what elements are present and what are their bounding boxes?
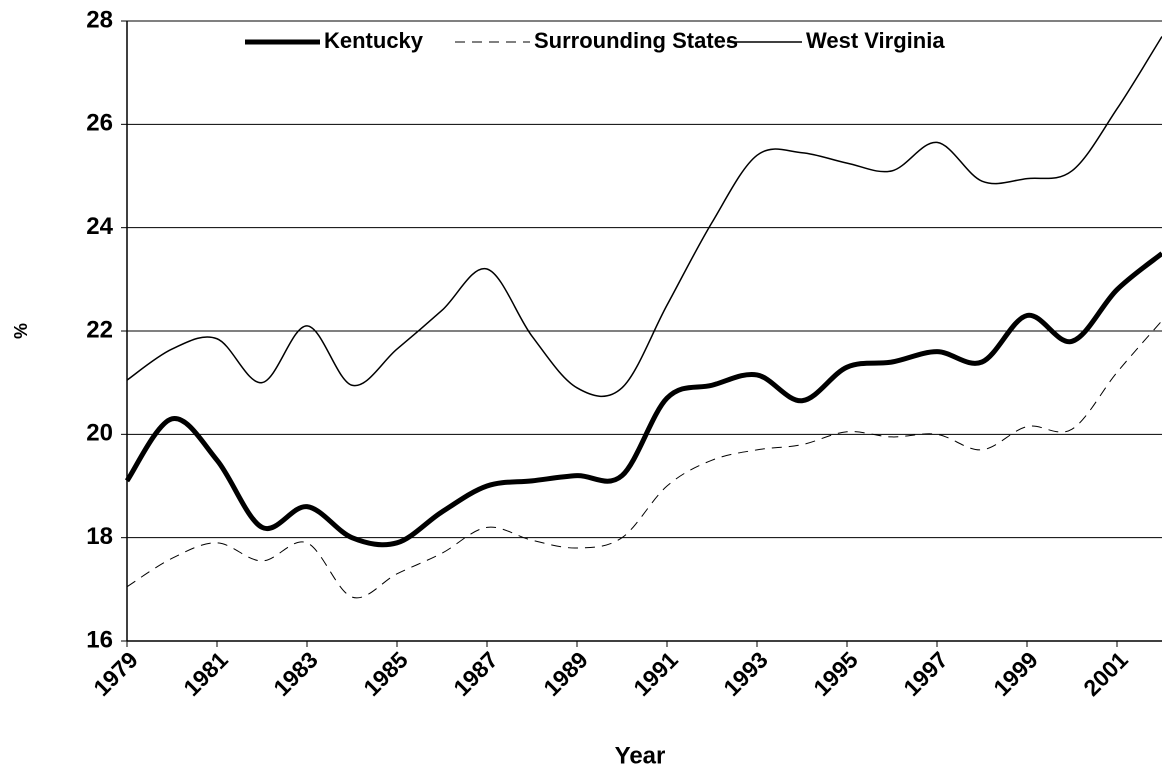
x-tick-label: 1983 <box>268 646 323 701</box>
x-tick-label: 1993 <box>718 646 773 701</box>
y-tick-label: 24 <box>86 213 113 240</box>
y-tick-label: 26 <box>86 110 113 137</box>
series-line <box>124 251 1162 548</box>
series-line <box>126 36 1162 397</box>
legend-label: West Virginia <box>806 28 945 53</box>
y-tick-label: 18 <box>86 523 113 550</box>
x-tick-label: 2001 <box>1078 646 1133 701</box>
y-tick-label: 16 <box>86 626 113 653</box>
x-tick-label: 1989 <box>538 646 593 701</box>
x-tick-label: 1981 <box>178 646 233 701</box>
x-tick-label: 1985 <box>358 646 413 701</box>
legend-label: Kentucky <box>324 28 424 53</box>
x-tick-label: 1999 <box>988 646 1043 701</box>
x-tick-label: 1997 <box>898 646 953 701</box>
x-tick-label: 1995 <box>808 646 863 701</box>
series-line <box>126 320 1162 599</box>
x-axis-label: Year <box>615 742 666 769</box>
legend-label: Surrounding States <box>534 28 738 53</box>
x-tick-label: 1987 <box>448 646 503 701</box>
x-tick-label: 1979 <box>88 646 143 701</box>
x-tick-label: 1991 <box>628 646 683 701</box>
y-axis-label: % <box>11 323 31 339</box>
y-tick-label: 22 <box>86 316 113 343</box>
y-tick-label: 28 <box>86 6 113 33</box>
y-tick-label: 20 <box>86 420 113 447</box>
